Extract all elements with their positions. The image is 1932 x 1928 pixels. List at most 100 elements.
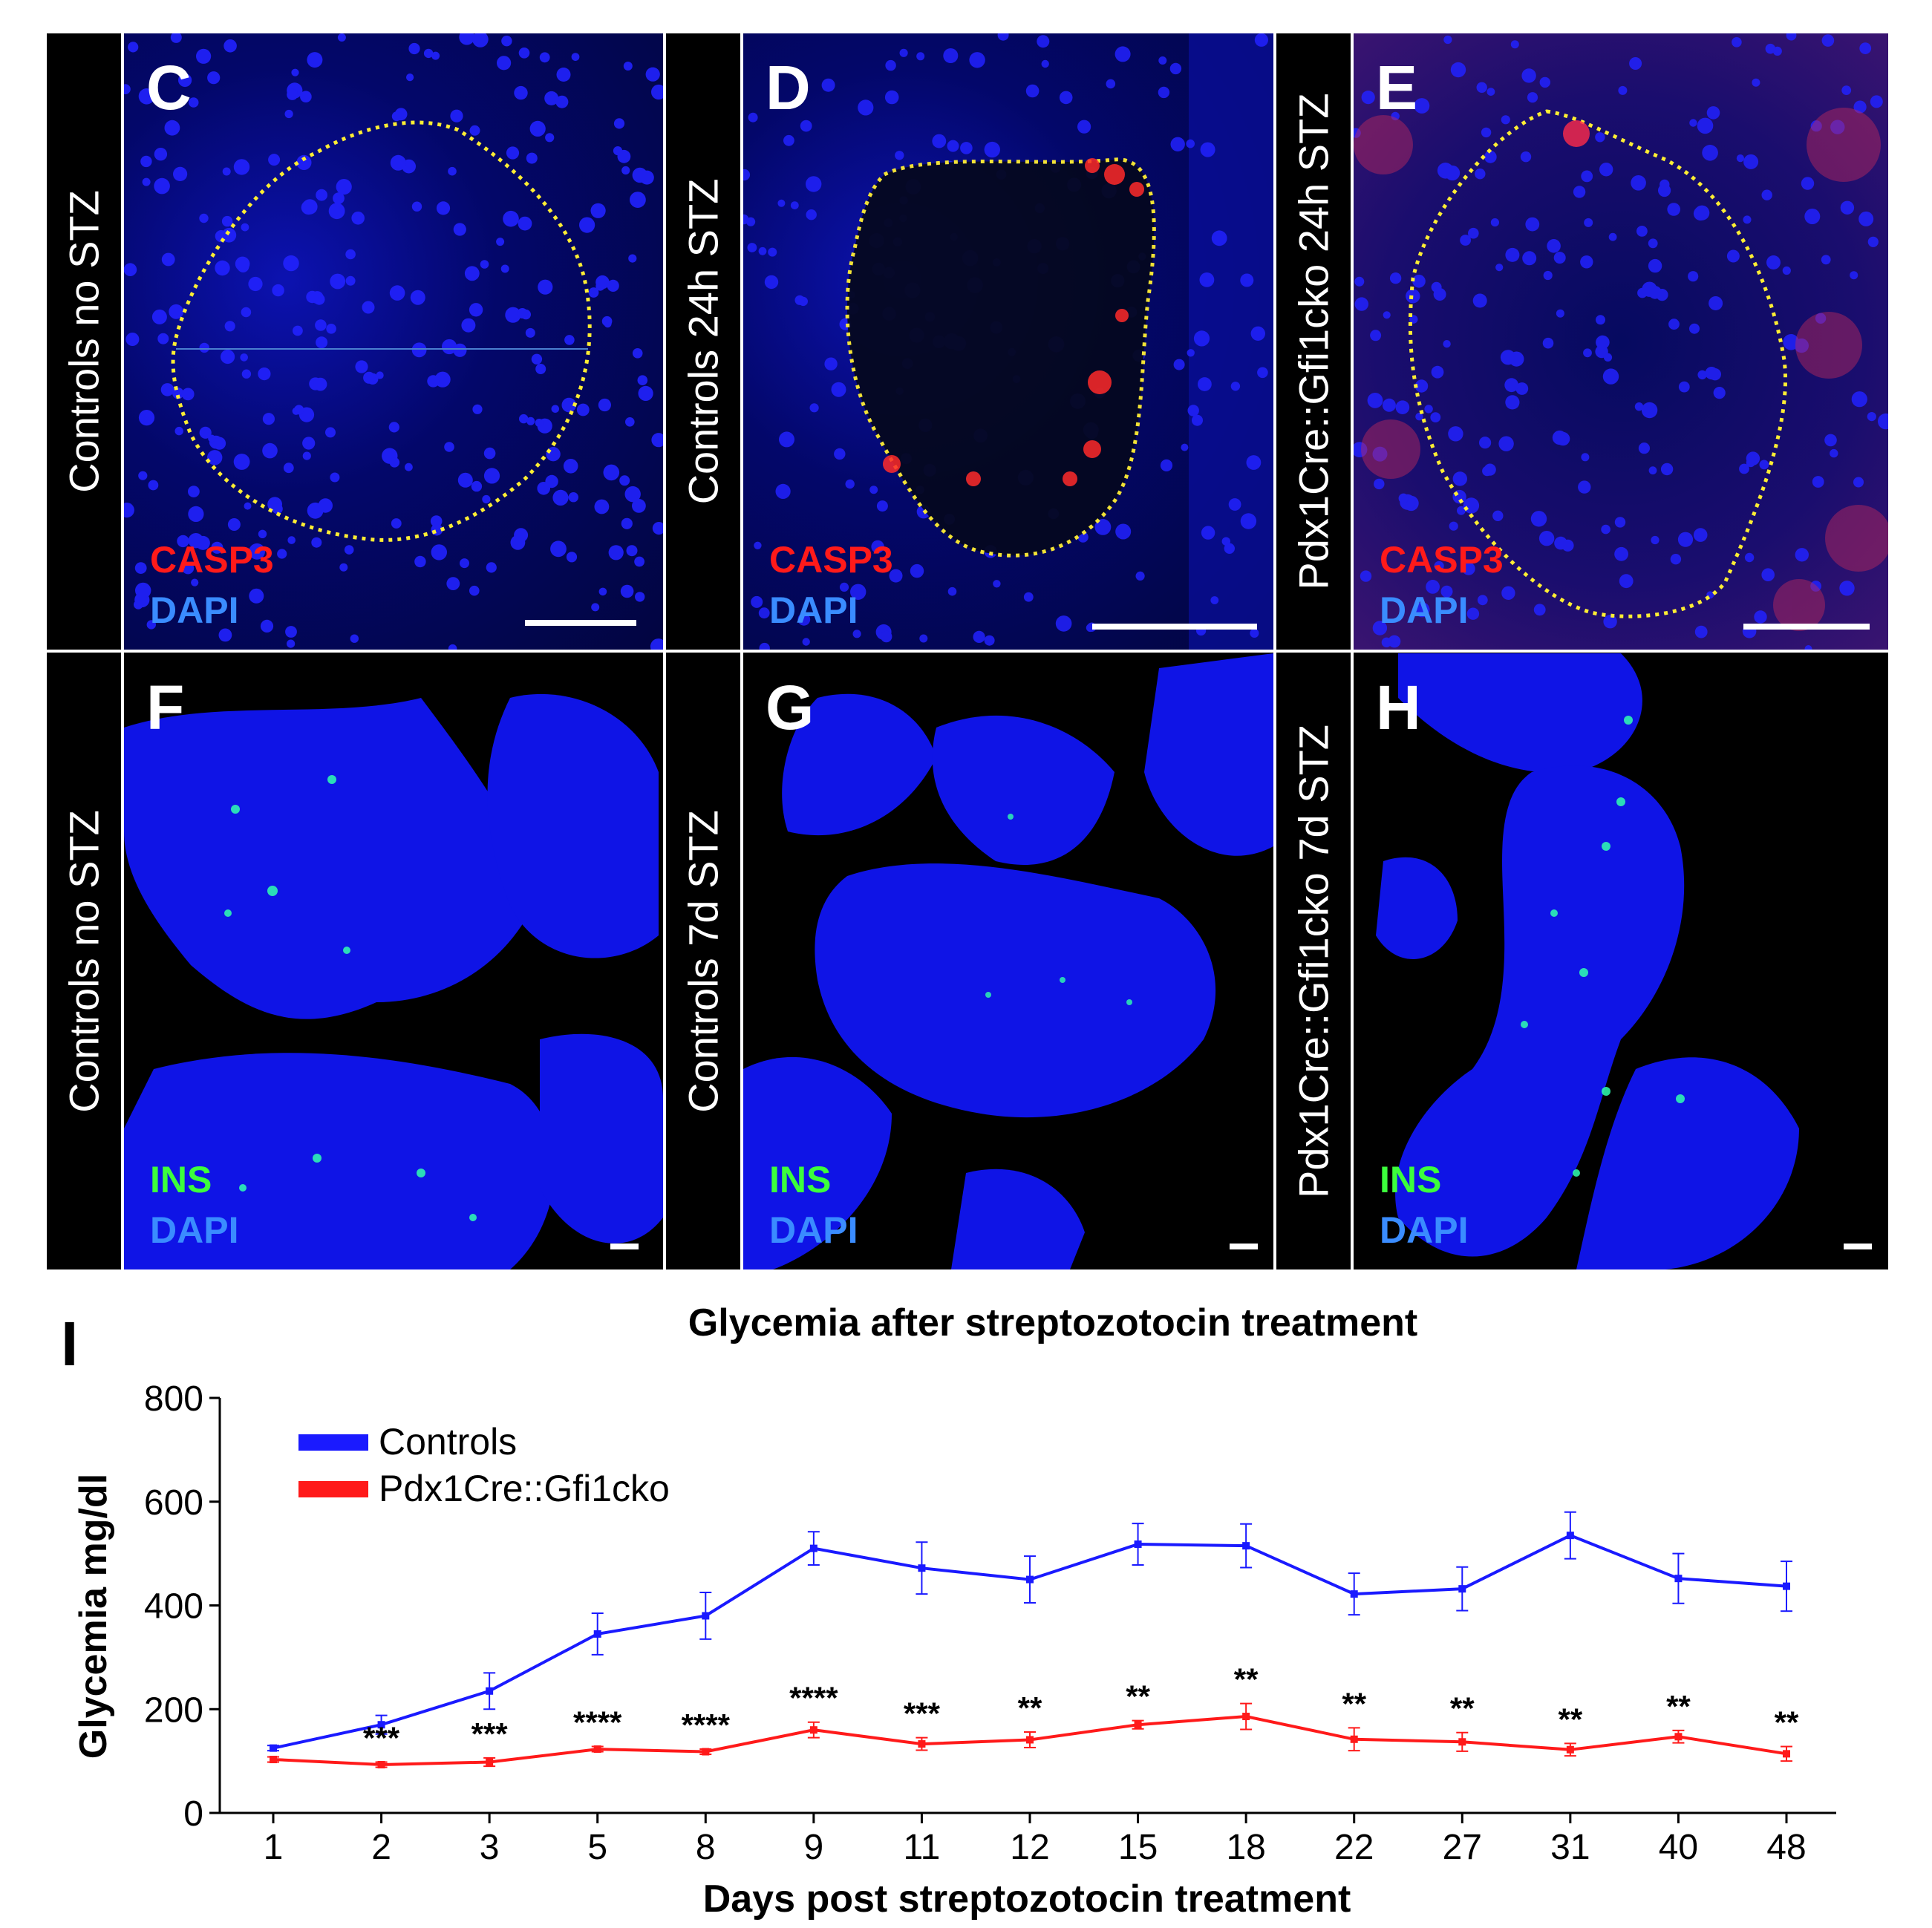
data-point [1350, 1735, 1358, 1743]
data-point [1350, 1590, 1358, 1598]
nucleus [626, 545, 638, 557]
nucleus [1187, 349, 1195, 357]
nucleus [497, 56, 512, 71]
nucleus [388, 422, 399, 433]
nucleus [1527, 92, 1538, 103]
nucleus [182, 562, 195, 575]
chart-title: Glycemia after streptozotocin treatment [688, 1301, 1417, 1344]
nucleus [1354, 297, 1368, 311]
nucleus [1383, 311, 1391, 319]
nucleus [1389, 272, 1402, 284]
data-point [486, 1758, 494, 1766]
nucleus [1603, 615, 1617, 629]
nucleus [1539, 76, 1550, 88]
nucleus [124, 84, 131, 94]
nucleus [852, 630, 861, 638]
nucleus [1484, 463, 1496, 476]
nucleus [227, 518, 241, 531]
nucleus [345, 249, 356, 260]
y-tick-label: 600 [144, 1483, 203, 1523]
nucleus [1382, 398, 1396, 412]
data-point [1566, 1745, 1574, 1754]
nucleus [607, 279, 619, 292]
nucleus [1388, 635, 1401, 648]
nucleus [1697, 370, 1707, 380]
nucleus [590, 203, 606, 218]
nucleus [486, 562, 497, 573]
nucleus [391, 111, 402, 122]
nucleus [249, 588, 264, 604]
nucleus [806, 209, 817, 220]
nucleus [1841, 85, 1852, 95]
x-axis-label: Days post streptozotocin treatment [703, 1878, 1351, 1921]
data-point [1674, 1733, 1683, 1741]
nucleus [579, 217, 595, 233]
nucleus [1815, 313, 1827, 324]
nucleus [617, 149, 631, 163]
significance-marker: **** [682, 1708, 731, 1742]
micrograph-d: D CASP3 DAPI [743, 33, 1273, 650]
nucleus [759, 642, 770, 650]
nucleus [1201, 526, 1215, 540]
nucleus [1581, 170, 1593, 183]
nucleus [821, 78, 835, 92]
nucleus [1509, 351, 1524, 367]
stain-dapi-c: DAPI [150, 589, 239, 631]
nucleus [1648, 258, 1662, 273]
nucleus [296, 154, 312, 170]
nucleus [1250, 628, 1259, 638]
nucleus [556, 68, 571, 82]
side-label-e-bg: Pdx1Cre::Gfi1cko 24h STZ [1276, 33, 1351, 650]
nucleus [125, 333, 140, 346]
nucleus [809, 403, 819, 413]
x-tick-label: 48 [1766, 1828, 1806, 1867]
significance-marker: *** [363, 1721, 400, 1756]
nucleus [207, 71, 221, 85]
nucleus [1765, 43, 1776, 54]
nucleus [154, 148, 168, 161]
data-point [1242, 1542, 1250, 1550]
nucleus [1115, 523, 1132, 540]
side-label-c-bg: Controls no STZ [47, 33, 121, 650]
nucleus [287, 639, 296, 648]
nucleus [1391, 111, 1400, 121]
nucleus [350, 634, 359, 643]
nucleus [1160, 459, 1173, 472]
data-point [1783, 1582, 1790, 1590]
nucleus [173, 166, 188, 181]
nucleus [1702, 145, 1718, 161]
nucleus [500, 264, 509, 273]
nucleus [241, 369, 252, 379]
nucleus [1713, 387, 1726, 399]
nucleus [613, 118, 625, 129]
data-point [1783, 1750, 1790, 1758]
nucleus [306, 290, 319, 304]
nucleus [482, 494, 491, 504]
x-tick-label: 12 [1010, 1828, 1049, 1867]
nucleus [758, 607, 770, 619]
nucleus [1584, 218, 1593, 227]
nucleus [325, 427, 336, 438]
nucleus [472, 33, 489, 48]
nucleus [268, 154, 281, 166]
nucleus [1573, 186, 1586, 198]
nucleus [850, 584, 867, 600]
nucleus [747, 243, 757, 252]
nucleus [984, 635, 995, 646]
nucleus [134, 600, 143, 610]
nucleus [652, 522, 663, 535]
nucleus [1501, 115, 1510, 125]
significance-marker: ** [1234, 1662, 1259, 1697]
nucleus [517, 308, 528, 318]
data-point [1458, 1585, 1466, 1593]
nucleus [630, 192, 646, 208]
nucleus [576, 403, 590, 416]
nucleus [1552, 430, 1567, 445]
nucleus [124, 263, 137, 276]
nucleus [469, 585, 480, 596]
nucleus [260, 619, 274, 633]
nucleus [235, 256, 250, 272]
nucleus [1547, 239, 1561, 253]
nucleus [390, 154, 406, 171]
nucleus [355, 360, 368, 373]
